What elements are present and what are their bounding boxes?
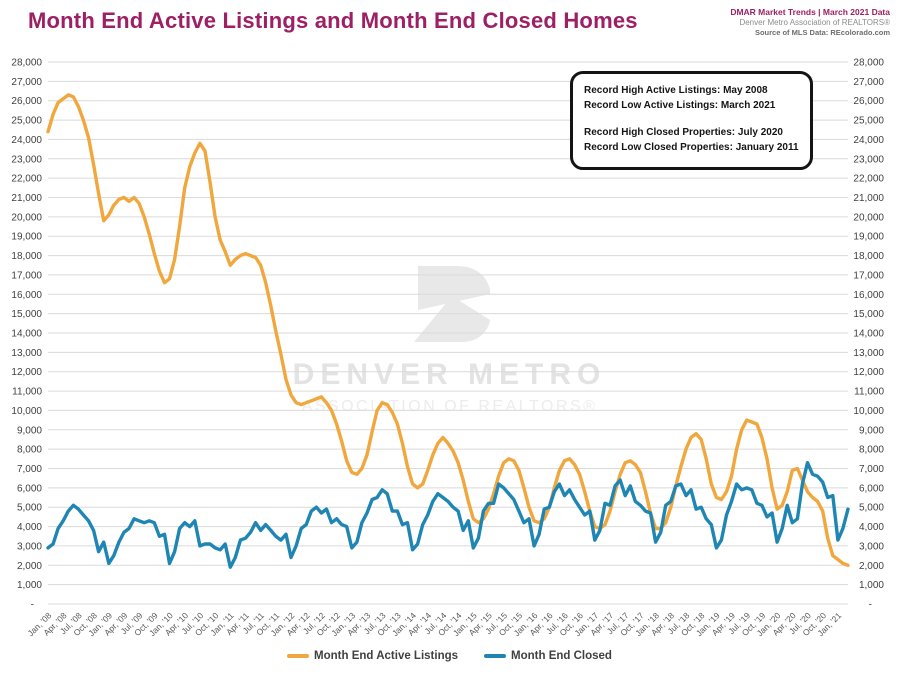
report-meta: DMAR Market Trends | March 2021 Data Den…	[730, 7, 890, 38]
svg-text:3,000: 3,000	[17, 541, 42, 552]
svg-text:8,000: 8,000	[859, 445, 884, 456]
svg-text:25,000: 25,000	[11, 116, 42, 127]
svg-text:9,000: 9,000	[17, 425, 42, 436]
svg-text:-: -	[869, 600, 872, 611]
y-axis-labels: - - 1,000 1,000 2,000 2,000 3,000 3,000 4,000 4,0…	[11, 58, 884, 611]
svg-text:6,000: 6,000	[17, 483, 42, 494]
svg-text:9,000: 9,000	[859, 425, 884, 436]
legend-label-closed: Month End Closed	[511, 650, 612, 662]
svg-text:19,000: 19,000	[11, 232, 42, 243]
legend-label-active-listings: Month End Active Listings	[314, 650, 459, 662]
svg-text:12,000: 12,000	[853, 367, 884, 378]
svg-text:1,000: 1,000	[859, 580, 884, 591]
svg-text:11,000: 11,000	[854, 387, 884, 398]
legend-item-active-listings: Month End Active Listings	[287, 650, 458, 662]
legend-item-closed: Month End Closed	[484, 650, 612, 662]
svg-text:24,000: 24,000	[853, 135, 884, 146]
month-end-active-listings-line	[46, 93, 850, 567]
svg-text:4,000: 4,000	[859, 522, 884, 533]
svg-text:7,000: 7,000	[859, 464, 884, 475]
record-low-active: Record Low Active Listings: March 2021	[584, 100, 776, 111]
svg-text:14,000: 14,000	[853, 329, 884, 340]
svg-text:23,000: 23,000	[853, 154, 884, 165]
svg-text:17,000: 17,000	[11, 270, 42, 281]
report-meta-line3: Source of MLS Data: REcolorado.com	[754, 28, 890, 38]
svg-text:1,000: 1,000	[17, 580, 42, 591]
svg-text:14,000: 14,000	[11, 329, 42, 340]
svg-text:28,000: 28,000	[11, 58, 42, 69]
month-end-closed-line	[46, 461, 850, 569]
svg-text:16,000: 16,000	[853, 290, 884, 301]
legend: Month End Active Listings Month End Clos…	[0, 650, 899, 662]
svg-text:28,000: 28,000	[853, 58, 884, 69]
svg-text:5,000: 5,000	[859, 503, 884, 514]
svg-text:10,000: 10,000	[853, 406, 884, 417]
svg-text:19,000: 19,000	[853, 232, 884, 243]
series-lines	[46, 93, 850, 569]
svg-text:2,000: 2,000	[859, 561, 884, 572]
record-low-closed: Record Low Closed Properties: January 20…	[584, 142, 799, 153]
svg-text:5,000: 5,000	[17, 503, 42, 514]
svg-text:18,000: 18,000	[11, 251, 42, 262]
svg-text:27,000: 27,000	[853, 77, 884, 88]
closed-swatch-icon	[484, 654, 507, 658]
active-listings-swatch-icon	[287, 654, 310, 658]
report-meta-line1: DMAR Market Trends | March 2021 Data	[730, 7, 890, 17]
svg-text:4,000: 4,000	[17, 522, 42, 533]
svg-text:17,000: 17,000	[853, 270, 884, 281]
svg-text:13,000: 13,000	[11, 348, 42, 359]
svg-text:8,000: 8,000	[17, 445, 42, 456]
svg-text:27,000: 27,000	[11, 77, 42, 88]
svg-text:-: -	[31, 600, 34, 611]
svg-text:25,000: 25,000	[853, 116, 884, 127]
svg-text:26,000: 26,000	[11, 96, 42, 107]
svg-text:18,000: 18,000	[853, 251, 884, 262]
svg-text:15,000: 15,000	[853, 309, 884, 320]
svg-text:16,000: 16,000	[11, 290, 42, 301]
svg-text:21,000: 21,000	[11, 193, 42, 204]
svg-text:24,000: 24,000	[11, 135, 42, 146]
svg-text:7,000: 7,000	[17, 464, 42, 475]
record-callout-box: Record High Active Listings: May 2008 Re…	[570, 71, 813, 170]
svg-text:20,000: 20,000	[11, 212, 42, 223]
svg-text:3,000: 3,000	[859, 541, 884, 552]
svg-text:21,000: 21,000	[853, 193, 884, 204]
svg-text:11,000: 11,000	[12, 387, 42, 398]
record-high-closed: Record High Closed Properties: July 2020	[584, 127, 783, 138]
svg-text:6,000: 6,000	[859, 483, 884, 494]
svg-text:15,000: 15,000	[11, 309, 42, 320]
svg-text:22,000: 22,000	[853, 174, 884, 185]
svg-text:12,000: 12,000	[11, 367, 42, 378]
record-high-active: Record High Active Listings: May 2008	[584, 85, 768, 96]
svg-text:10,000: 10,000	[11, 406, 42, 417]
svg-text:22,000: 22,000	[11, 174, 42, 185]
svg-text:2,000: 2,000	[17, 561, 42, 572]
page-title: Month End Active Listings and Month End …	[28, 8, 638, 33]
report-meta-line2: Denver Metro Association of REALTORS®	[739, 18, 890, 28]
svg-text:20,000: 20,000	[853, 212, 884, 223]
svg-text:26,000: 26,000	[853, 96, 884, 107]
svg-text:23,000: 23,000	[11, 154, 42, 165]
svg-text:13,000: 13,000	[853, 348, 884, 359]
